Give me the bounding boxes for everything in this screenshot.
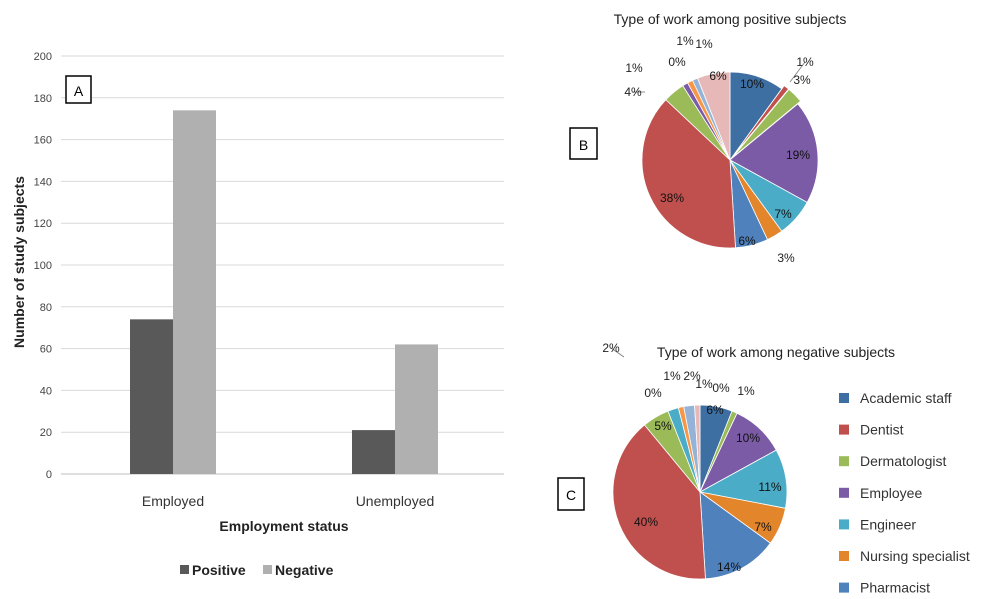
pie-slices: [641, 71, 819, 249]
pie-label: 2%: [602, 341, 620, 355]
pie-slice: [641, 99, 736, 249]
pie-label: 1%: [695, 37, 713, 51]
legend-label: Academic staff: [860, 390, 952, 406]
pie-label: 4%: [624, 85, 642, 99]
y-tick-label: 60: [40, 344, 52, 356]
leader-line: [789, 61, 806, 83]
legend-label: Dermatologist: [860, 453, 946, 469]
bar-negative: [173, 110, 216, 474]
pie-label: 6%: [738, 234, 756, 248]
y-tick-label: 120: [34, 218, 52, 230]
y-tick-label: 160: [34, 135, 52, 147]
pie-label: 1%: [695, 377, 713, 391]
legend-label: Negative: [275, 562, 334, 578]
legend-swatch: [839, 551, 849, 561]
pie-label: 0%: [712, 381, 730, 395]
y-tick-label: 140: [34, 176, 52, 188]
pie-label: 1%: [663, 369, 681, 383]
pie-label: 40%: [634, 515, 658, 529]
legend-label: Pharmacist: [860, 580, 930, 596]
pie-label: 3%: [777, 251, 795, 265]
y-tick-label: 80: [40, 302, 52, 314]
y-tick-label: 20: [40, 427, 52, 439]
y-tick-label: 40: [40, 385, 52, 397]
panel-label-box: [569, 127, 598, 160]
pie-label: 6%: [709, 69, 727, 83]
legend-swatch: [263, 565, 272, 574]
pie-label: 1%: [676, 34, 694, 48]
x-tick-labels: Employed Unemployed: [142, 493, 434, 509]
legend-label: Nursing specialist: [860, 548, 970, 564]
x-tick-label: Unemployed: [356, 493, 435, 509]
x-tick-label: Employed: [142, 493, 204, 509]
panel-label-box: [557, 477, 585, 511]
bar-positive: [352, 430, 395, 474]
y-tick-label: 200: [34, 51, 52, 63]
pie-label: 0%: [668, 55, 686, 69]
pie-label: 14%: [717, 560, 741, 574]
pie-label: 0%: [644, 386, 662, 400]
pie-label: 5%: [654, 419, 672, 433]
pie-slice: [732, 88, 802, 158]
pie-slice: [699, 491, 771, 580]
pie-label: 11%: [758, 480, 781, 494]
legend-swatch: [839, 582, 849, 593]
legend-swatch: [839, 456, 849, 467]
bars: [130, 110, 438, 474]
pie-labels: 6%0% 1%10%11%7%14%40%5%0%2%1% 2%1%: [602, 341, 782, 574]
legend-swatch: [839, 487, 849, 498]
pie-slice: [732, 85, 790, 158]
y-tick-label: 0: [46, 469, 52, 481]
y-tick-labels: 0 20 40 60 80 100 120 140 160 180 200: [34, 51, 52, 481]
pie-label: 1%: [625, 61, 643, 75]
y-tick-label: 100: [34, 260, 52, 272]
chart-title: Type of work among positive subjects: [614, 11, 847, 27]
pie-label: 3%: [793, 73, 811, 87]
pie-label: 10%: [740, 77, 764, 91]
pie-slices: [612, 404, 788, 580]
pie-slice: [694, 404, 701, 493]
legend-label: Dentist: [860, 422, 904, 438]
legend-label: Engineer: [860, 516, 916, 532]
x-axis-title: Employment status: [219, 518, 348, 534]
y-tick-label: 180: [34, 93, 52, 105]
chart-title: Type of work among negative subjects: [657, 344, 895, 360]
legend-swatch: [180, 565, 189, 574]
pie-label: 6%: [706, 403, 724, 417]
legend-label: Employee: [860, 485, 922, 501]
legend-swatch: [839, 424, 849, 435]
leader-line: [610, 347, 625, 358]
pie-label: 7%: [774, 207, 792, 221]
panel-label: A: [74, 83, 84, 99]
panel-label-box: [65, 75, 92, 104]
pie-chart-positive: Type of work among positive subjects 10%…: [569, 11, 847, 265]
pie-labels: 10%1%3%19%7%3%6%38%4%1% 0%1% 1%6%: [624, 34, 814, 265]
pie-slice: [612, 424, 706, 580]
pie-slice: [697, 71, 731, 161]
bar-chart-panel: 0 20 40 60 80 100 120 140 160 180 200 Employed Unem…: [11, 51, 504, 578]
panel-label: B: [579, 137, 588, 153]
pie-slice: [729, 103, 819, 203]
legend-swatch: [839, 393, 849, 403]
panel-label: C: [566, 487, 576, 503]
legend-label: Positive: [192, 562, 246, 578]
pie-label: 19%: [786, 148, 810, 162]
y-axis-title: Number of study subjects: [11, 176, 27, 348]
pie-label: 2%: [683, 369, 701, 383]
pie-chart-negative: Type of work among negative subjects 6% 0…: [557, 341, 970, 596]
pie-label: 1%: [796, 55, 814, 69]
bar-positive: [130, 319, 173, 474]
bar-negative: [395, 344, 438, 474]
legend-swatch: [839, 519, 849, 530]
pie-label: 38%: [660, 191, 684, 205]
legend: Positive Negative: [180, 562, 334, 578]
pie-label: 7%: [754, 520, 772, 534]
pie-label: 1%: [737, 384, 755, 398]
legend: Academic staff Dentist Dermatologist Employ…: [839, 390, 970, 596]
pie-label: 10%: [736, 431, 760, 445]
